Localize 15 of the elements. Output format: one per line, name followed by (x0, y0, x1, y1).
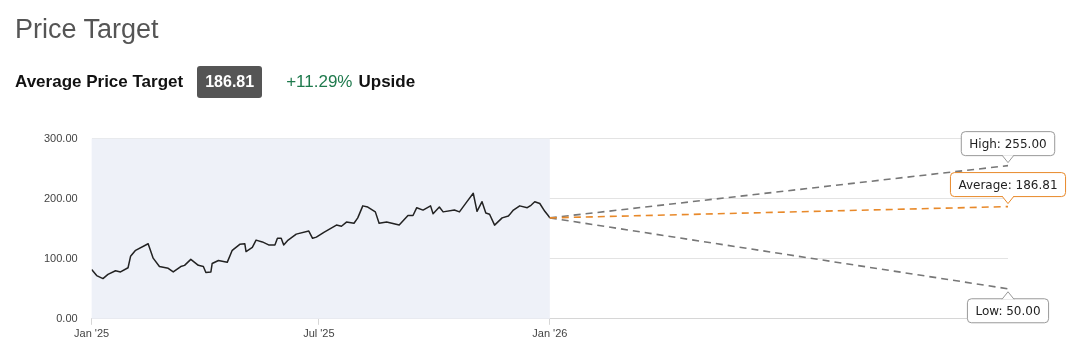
x-tick-label: Jan '26 (532, 327, 568, 340)
annotation: High: 255.00 (969, 136, 1047, 151)
y-tick-label: 300.00 (43, 131, 78, 144)
chart-title: Price Target (15, 14, 159, 45)
text: 186.81 (197, 66, 263, 98)
chart-subtitle: Average Price Target (15, 72, 184, 92)
y-tick-label: 0.00 (56, 311, 78, 324)
y-tick-label: 200.00 (43, 191, 78, 204)
x-tick-label: Jul '25 (303, 327, 335, 340)
text: +11.29% (286, 72, 353, 92)
y-tick-label: 100.00 (43, 251, 78, 264)
annotation: Average: 186.81 (958, 177, 1058, 192)
x-tick-label: Jan '25 (74, 327, 110, 340)
annotation: Low: 50.00 (975, 303, 1041, 318)
text: Upside (358, 72, 416, 92)
